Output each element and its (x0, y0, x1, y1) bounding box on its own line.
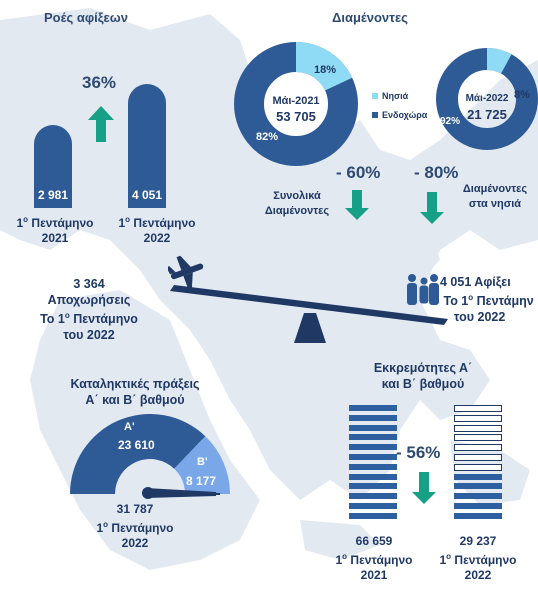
stack-stripe (349, 512, 397, 519)
stack-stripe (349, 414, 397, 421)
residents-total-label: Συνολικά Διαμένοντες (264, 190, 330, 217)
pending-change: - 56% (396, 443, 441, 462)
arrivals-change-percent: 36% (82, 73, 117, 92)
legend-item-mainland: Ενδοχώρα (372, 110, 427, 120)
arrivals-bar-2021-value: 2 981 (37, 188, 69, 202)
arrivals-bar-2021 (34, 124, 72, 208)
donut-2022-mainland-pct: 92% (440, 116, 461, 127)
stack-stripe (349, 483, 397, 490)
donut-2021-islands-pct: 18% (314, 64, 337, 76)
airplane-icon (168, 255, 204, 288)
stack-stripe (349, 463, 397, 470)
gauge-segment-a (70, 414, 206, 494)
gauge-a-label: A' (124, 421, 135, 433)
balance-fulcrum (294, 313, 326, 343)
stack-stripe (454, 483, 502, 490)
decisions-title: Καταληκτικές πράξεις Α΄ και Β΄ βαθμού (70, 377, 200, 407)
donut-2021-mainland-slice (234, 42, 358, 166)
decisions-total-block: 31 787 1ο Πεντάμηνο 2022 (96, 502, 174, 550)
stack-stripe (454, 493, 502, 500)
arrivals-bar-2022-label: 1ο Πεντάμηνο 2022 (118, 215, 196, 245)
gauge-b-value: 8 177 (186, 474, 217, 488)
gauge-segment-b (174, 436, 230, 494)
donut-2022-islands-pct: 8% (514, 89, 530, 101)
pending-2022-label: 29 237 1ο Πεντάμηνο 2022 (439, 534, 517, 582)
stack-stripe (454, 414, 502, 422)
gauge-b-label: B' (197, 456, 208, 468)
balance-scale (170, 285, 448, 343)
stack-stripe (349, 473, 397, 480)
up-arrow-icon (88, 106, 114, 142)
donut-2022-center-value: 21 725 (467, 107, 507, 122)
residents-islands-label: Διαμένοντες στα νησιά (462, 183, 528, 210)
stack-stripe (454, 434, 502, 442)
family-icon (407, 274, 439, 305)
stack-stripe (349, 454, 397, 460)
arrivals-bar-2021-label: 1ο Πεντάμηνο 2021 (16, 215, 94, 245)
balance-beam (170, 285, 448, 325)
down-arrow-icon (412, 472, 436, 504)
arrivals-balance-block: 4 051 Αφίξει Το 1ο Πεντάμην του 2022 (440, 275, 534, 325)
pending-title: Εκκρεμότητες Α΄ και Β΄ βαθμού (373, 361, 473, 391)
stack-stripe (349, 503, 397, 509)
down-arrow-icon (345, 190, 369, 220)
pending-2021-label: 66 659 1ο Πεντάμηνο 2021 (335, 534, 413, 582)
donut-2022 (436, 48, 538, 150)
stack-stripe (349, 405, 397, 411)
arrivals-bar-2022-value: 4 051 (131, 188, 163, 202)
donut-2021-center-label: Μάι-2021 (272, 95, 320, 107)
legend-swatch-mainland (372, 112, 378, 118)
arrivals-title: Ροές αφίξεων (44, 10, 128, 25)
stack-stripe (349, 424, 397, 431)
donut-2021-center-value: 53 705 (276, 109, 316, 124)
stack-stripe (454, 463, 502, 471)
residents-legend: Νησιά Ενδοχώρα (372, 91, 427, 120)
stack-stripe (454, 473, 502, 480)
legend-swatch-islands (372, 93, 378, 99)
stack-stripe (454, 512, 502, 519)
stack-stripe (454, 503, 502, 509)
stack-stripe (454, 405, 502, 412)
stack-stripe (454, 424, 502, 432)
stack-stripe (454, 454, 502, 461)
donut-2021 (234, 42, 358, 166)
donut-2022-center-label: Μάι-2022 (465, 93, 509, 104)
residents-total-change: - 60% (336, 163, 381, 182)
gauge-a-value: 23 610 (118, 438, 155, 452)
stack-stripe (349, 434, 397, 441)
departures-block: 3 364 Αποχωρήσεις Το 1ο Πεντάμηνο του 20… (40, 277, 138, 343)
residents-islands-change: - 80% (414, 163, 459, 182)
residents-title: Διαμένοντες (332, 10, 408, 25)
down-arrow-icon (420, 192, 444, 224)
donut-2022-islands-slice (436, 48, 538, 150)
arrivals-bar-2022 (128, 84, 166, 208)
stack-stripe (454, 444, 502, 452)
stack-stripe (349, 444, 397, 451)
gauge-needle-icon (142, 487, 216, 499)
legend-item-islands: Νησιά (372, 91, 427, 101)
stack-stripe (349, 493, 397, 500)
donut-2021-mainland-pct: 82% (256, 131, 279, 143)
